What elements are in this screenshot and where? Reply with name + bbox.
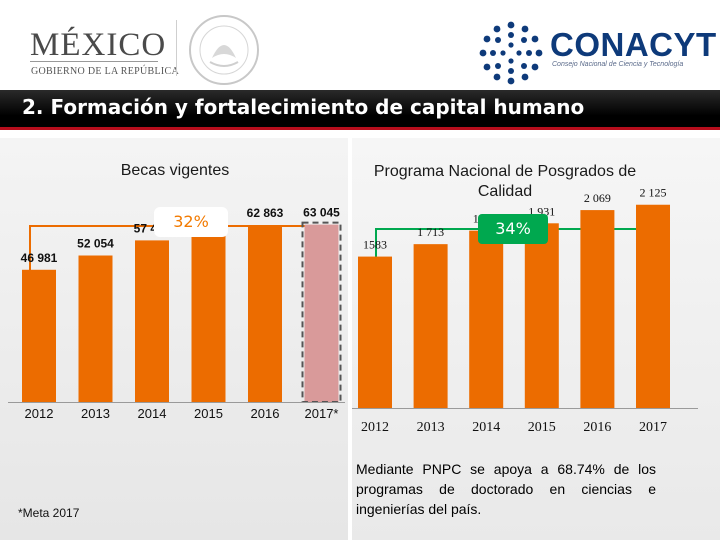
- becas-value-label: 62 863: [247, 206, 284, 220]
- becas-bar: [22, 269, 56, 402]
- conacyt-logo-icon: [479, 21, 543, 85]
- gov-logo-rule: [30, 61, 158, 62]
- pnpc-category-label: 2013: [417, 420, 445, 435]
- slide-header: MÉXICO GOBIERNO DE LA REPÚBLICA CONACYT …: [0, 0, 720, 88]
- gov-logo-text: MÉXICO: [30, 27, 167, 63]
- pnpc-value-label: 2 069: [584, 191, 611, 205]
- becas-chart-title: Becas vigentes: [120, 162, 230, 179]
- becas-value-label: 63 045: [303, 206, 340, 220]
- becas-growth-badge: 32%: [154, 207, 228, 237]
- pnpc-value-label: 1583: [363, 238, 387, 252]
- pnpc-bar: [524, 223, 559, 408]
- becas-category-label: 2012: [25, 406, 54, 421]
- pnpc-note: Mediante PNPC se apoya a 68.74% de los p…: [356, 461, 656, 517]
- pnpc-bar: [358, 256, 392, 408]
- conacyt-logo-text: CONACYT: [550, 26, 717, 63]
- becas-category-label: 2017*: [305, 406, 339, 421]
- gov-logo-subtitle: GOBIERNO DE LA REPÚBLICA: [31, 66, 180, 77]
- growth-brackets: [29, 225, 657, 290]
- becas-bar: [304, 224, 339, 402]
- becas-category-label: 2013: [81, 406, 110, 421]
- pnpc-bar: [580, 210, 615, 408]
- becas-category-label: 2014: [138, 406, 167, 421]
- becas-panel: [0, 138, 348, 540]
- pnpc-value-label: 2 125: [640, 186, 667, 200]
- national-seal-icon: [189, 15, 259, 85]
- meta-footnote: *Meta 2017: [18, 506, 80, 520]
- pnpc-bar: [413, 244, 448, 408]
- pnpc-category-label: 2014: [472, 420, 500, 435]
- becas-target-outline: [301, 221, 342, 403]
- pnpc-bar: [636, 204, 670, 408]
- becas-bar: [78, 255, 113, 402]
- conacyt-logo-subtitle: Consejo Nacional de Ciencia y Tecnología: [552, 61, 684, 68]
- pnpc-value-label: 1 713: [417, 225, 444, 239]
- pnpc-category-label: 2016: [583, 420, 611, 435]
- pnpc-bar: [469, 230, 504, 408]
- becas-value-label: 52 054: [77, 237, 114, 251]
- pnpc-category-label: 2015: [528, 420, 556, 435]
- pnpc-category-label: 2012: [361, 420, 389, 435]
- becas-category-label: 2015: [194, 406, 223, 421]
- pnpc-chart-title: Programa Nacional de Posgrados de Calida…: [373, 163, 637, 200]
- pnpc-category-label: 2017: [639, 420, 667, 435]
- becas-bar: [135, 240, 169, 402]
- slide-title-bar: 2. Formación y fortalecimiento de capita…: [0, 90, 720, 130]
- header-divider: [176, 20, 177, 76]
- slide-title: 2. Formación y fortalecimiento de capita…: [22, 95, 585, 119]
- becas-bar: [191, 228, 226, 402]
- becas-value-label: 46 981: [21, 251, 58, 265]
- becas-bar: [248, 225, 282, 402]
- becas-category-label: 2016: [251, 406, 280, 421]
- pnpc-growth-badge: 34%: [478, 214, 548, 244]
